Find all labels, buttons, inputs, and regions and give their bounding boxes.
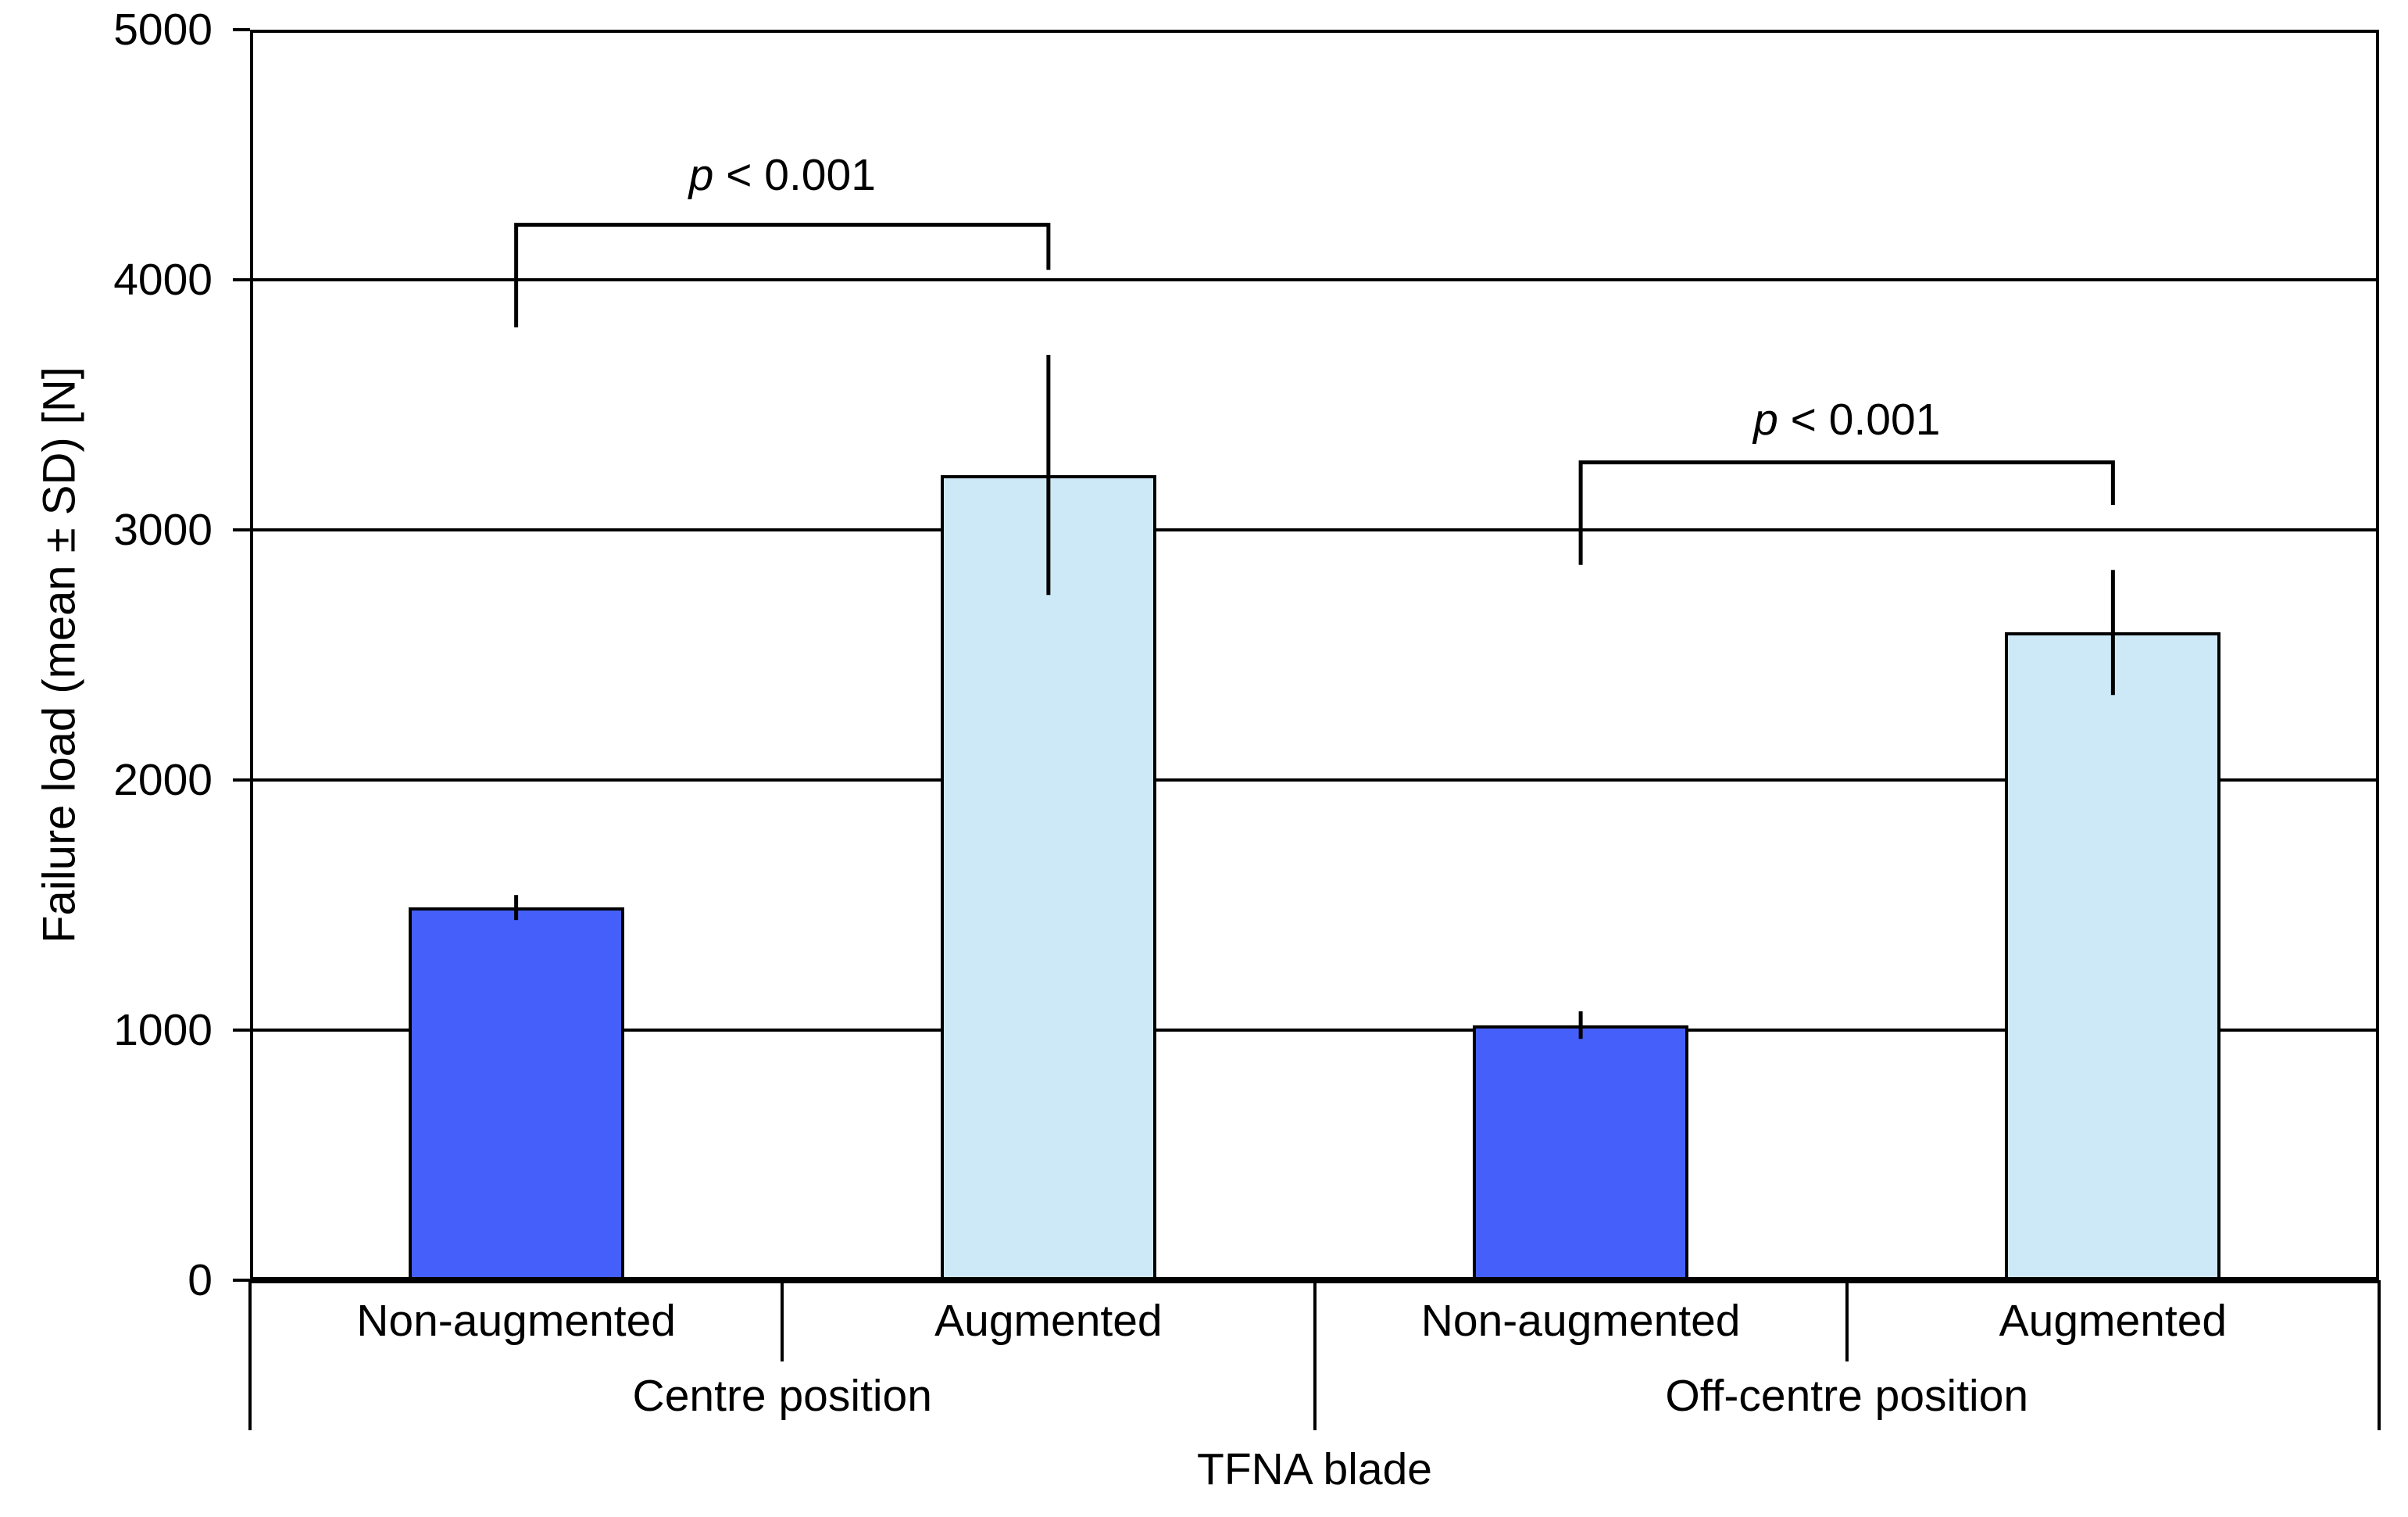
gridline-1000 bbox=[250, 1029, 2379, 1032]
group-label-0: Centre position bbox=[632, 1371, 932, 1421]
y-tick-label-2000: 2000 bbox=[113, 755, 213, 805]
y-axis-title: Failure load (mean ± SD) [N] bbox=[34, 367, 85, 943]
category-label-3: Augmented bbox=[1999, 1296, 2228, 1346]
p-symbol: p bbox=[1753, 395, 1778, 445]
p-symbol: p bbox=[688, 149, 714, 200]
p-value-label-1: p < 0.001 bbox=[1753, 395, 1941, 445]
bar-0-non-augmented bbox=[408, 907, 624, 1280]
category-separator-3 bbox=[1845, 1280, 1849, 1361]
p-value-label-0: p < 0.001 bbox=[688, 149, 876, 200]
category-label-1: Augmented bbox=[934, 1296, 1163, 1346]
bar-3-augmented bbox=[2005, 632, 2221, 1280]
x-axis-title: TFNA blade bbox=[1197, 1444, 1432, 1494]
y-tick-label-0: 0 bbox=[188, 1255, 213, 1305]
y-tick-label-3000: 3000 bbox=[113, 505, 213, 555]
group-label-1: Off-centre position bbox=[1665, 1371, 2029, 1421]
gridline-3000 bbox=[250, 528, 2379, 531]
group-separator-2 bbox=[1313, 1280, 1317, 1430]
category-label-2: Non-augmented bbox=[1420, 1296, 1741, 1346]
y-tick-2000 bbox=[233, 778, 250, 782]
group-separator-0 bbox=[248, 1280, 252, 1430]
gridline-4000 bbox=[250, 278, 2379, 281]
category-label-0: Non-augmented bbox=[356, 1296, 677, 1346]
gridline-2000 bbox=[250, 778, 2379, 782]
y-tick-4000 bbox=[233, 278, 250, 281]
category-separator-1 bbox=[781, 1280, 784, 1361]
y-tick-3000 bbox=[233, 528, 250, 531]
y-tick-0 bbox=[233, 1279, 250, 1282]
y-tick-label-5000: 5000 bbox=[113, 5, 213, 55]
group-separator-4 bbox=[2378, 1280, 2381, 1430]
y-tick-5000 bbox=[233, 28, 250, 31]
bar-2-non-augmented bbox=[1473, 1025, 1689, 1280]
y-tick-label-4000: 4000 bbox=[113, 255, 213, 305]
y-tick-label-1000: 1000 bbox=[113, 1005, 213, 1055]
y-tick-1000 bbox=[233, 1029, 250, 1032]
bar-1-augmented bbox=[940, 474, 1156, 1280]
